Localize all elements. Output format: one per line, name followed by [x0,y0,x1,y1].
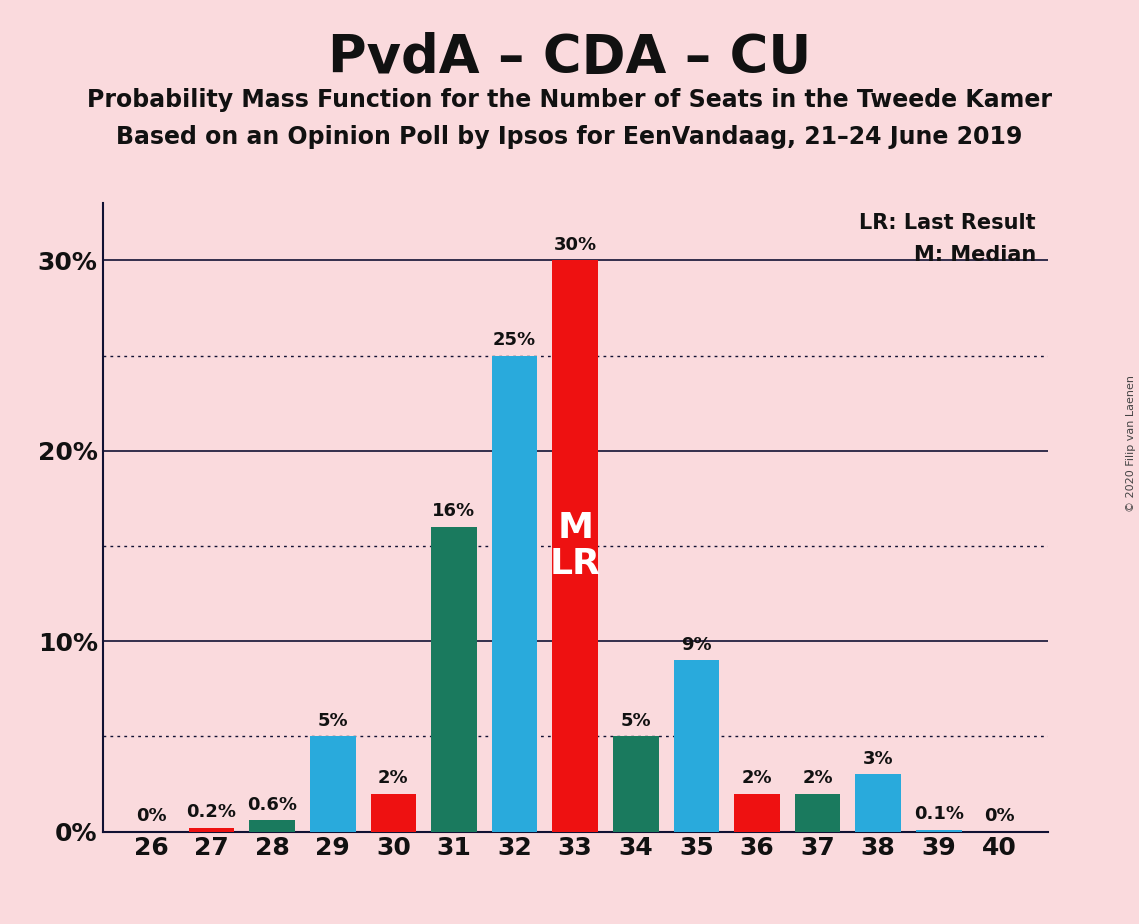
Text: 5%: 5% [621,711,652,730]
Bar [673,661,719,832]
Bar [552,261,598,832]
Text: 9%: 9% [681,636,712,653]
Bar [613,736,658,832]
Text: 0.6%: 0.6% [247,796,297,813]
Bar [189,828,235,832]
Text: 25%: 25% [493,331,536,349]
Text: 0%: 0% [136,807,166,825]
Bar [916,830,961,832]
Text: 2%: 2% [802,769,833,787]
Bar [370,794,416,832]
Text: 2%: 2% [378,769,409,787]
Text: 2%: 2% [741,769,772,787]
Text: 0.1%: 0.1% [913,805,964,823]
Text: 0%: 0% [984,807,1015,825]
Text: Probability Mass Function for the Number of Seats in the Tweede Kamer: Probability Mass Function for the Number… [87,88,1052,112]
Bar [735,794,780,832]
Text: Based on an Opinion Poll by Ipsos for EenVandaag, 21–24 June 2019: Based on an Opinion Poll by Ipsos for Ee… [116,125,1023,149]
Text: M: Median: M: Median [913,245,1035,265]
Text: 16%: 16% [433,503,476,520]
Text: 5%: 5% [318,711,349,730]
Text: 3%: 3% [863,749,893,768]
Text: 0.2%: 0.2% [187,803,237,821]
Text: 30%: 30% [554,236,597,254]
Bar [249,821,295,832]
Text: © 2020 Filip van Laenen: © 2020 Filip van Laenen [1126,375,1136,512]
Bar [795,794,841,832]
Bar [855,774,901,832]
Bar [492,356,538,832]
Bar [310,736,355,832]
Text: LR: Last Result: LR: Last Result [859,213,1035,233]
Text: PvdA – CDA – CU: PvdA – CDA – CU [328,32,811,84]
Text: M
LR: M LR [550,511,600,581]
Bar [432,527,477,832]
